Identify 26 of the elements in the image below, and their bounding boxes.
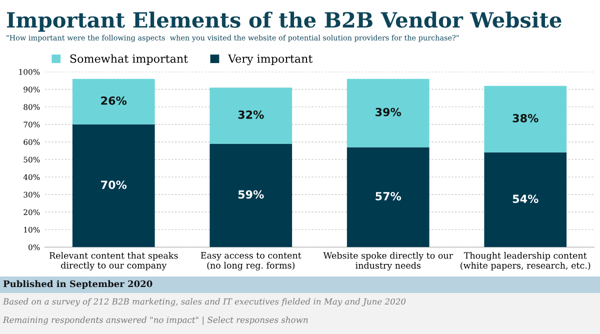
bar xyxy=(484,152,567,248)
chart-title: Important Elements of the B2B Vendor Website xyxy=(6,12,562,32)
data-label: 39% xyxy=(376,108,402,116)
legend-label: Very important xyxy=(228,54,313,66)
bar xyxy=(72,78,155,124)
text: Based on a survey of 212 B2B marketing, sales and IT executives fielded in May and June 2020 xyxy=(2,298,406,306)
text: Remaining respondents answered "no impact" | Select responses shown xyxy=(2,316,308,325)
bar xyxy=(346,147,430,248)
bar xyxy=(210,144,292,248)
data-label: 26% xyxy=(101,96,127,105)
data-label: 57% xyxy=(376,192,402,200)
data-label: 70% xyxy=(101,180,127,190)
text: Published in September 2020 xyxy=(3,280,152,289)
bar xyxy=(72,124,155,248)
legend-label: Somewhat important xyxy=(70,54,188,65)
x-tick-label: Easy access to content (no long reg. forms) xyxy=(200,252,302,270)
x-tick-label: Website spoke directly to our industry needs xyxy=(323,252,454,271)
bar xyxy=(346,78,430,148)
bar xyxy=(210,88,292,144)
data-label: 59% xyxy=(238,190,264,199)
data-label: 38% xyxy=(512,114,538,122)
x-tick-label: Thought leadership content (white papers, research, etc.) xyxy=(460,252,590,270)
x-tick-label: Relevant content that speaks directly to our company xyxy=(50,252,178,270)
data-label: 54% xyxy=(512,194,538,204)
data-label: 32% xyxy=(238,110,264,119)
bar xyxy=(484,86,567,152)
